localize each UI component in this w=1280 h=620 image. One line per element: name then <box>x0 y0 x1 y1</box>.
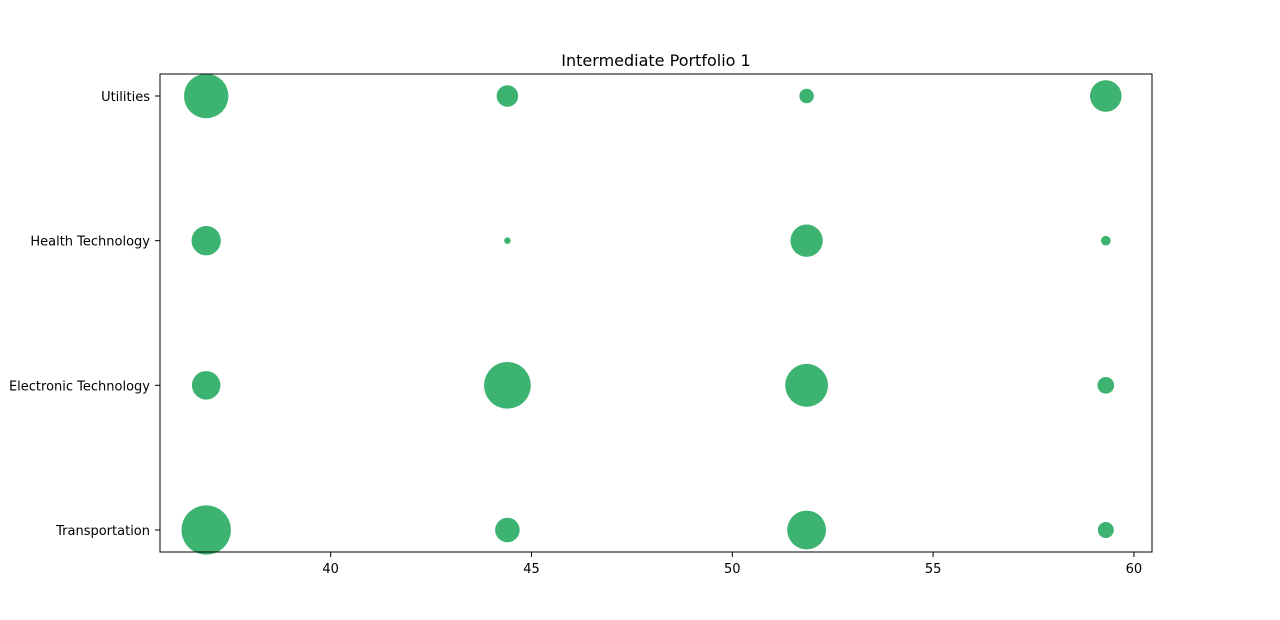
data-point <box>787 510 827 550</box>
y-tick-label: Utilities <box>101 90 150 105</box>
plot-frame <box>159 73 1153 553</box>
points-layer <box>181 73 1122 555</box>
x-tick-label: 45 <box>523 562 540 577</box>
data-point <box>181 505 231 555</box>
data-point <box>1097 522 1114 538</box>
x-axis: 40 45 50 55 60 <box>322 552 1142 577</box>
data-point <box>484 361 531 409</box>
data-point <box>496 85 519 107</box>
y-tick-label: Transportation <box>55 524 150 539</box>
y-axis: Transportation Electronic Technology Healt… <box>9 90 160 539</box>
x-tick-label: 60 <box>1126 562 1143 577</box>
data-point <box>1090 80 1122 112</box>
data-point <box>191 371 221 400</box>
x-tick-label: 50 <box>724 562 741 577</box>
y-tick-label: Health Technology <box>30 235 150 250</box>
data-point <box>495 517 520 543</box>
data-point <box>790 224 823 257</box>
data-point <box>799 88 814 104</box>
data-point <box>183 73 229 119</box>
data-point <box>785 363 829 407</box>
data-point <box>1100 235 1111 246</box>
data-point <box>191 226 221 256</box>
data-point <box>504 237 511 244</box>
chart-title: Intermediate Portfolio 1 <box>561 51 750 70</box>
y-tick-label: Electronic Technology <box>9 379 150 394</box>
data-point <box>1097 376 1115 394</box>
x-tick-label: 55 <box>925 562 942 577</box>
x-tick-label: 40 <box>322 562 339 577</box>
